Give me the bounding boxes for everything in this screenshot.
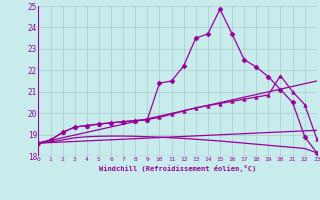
X-axis label: Windchill (Refroidissement éolien,°C): Windchill (Refroidissement éolien,°C) xyxy=(99,165,256,172)
